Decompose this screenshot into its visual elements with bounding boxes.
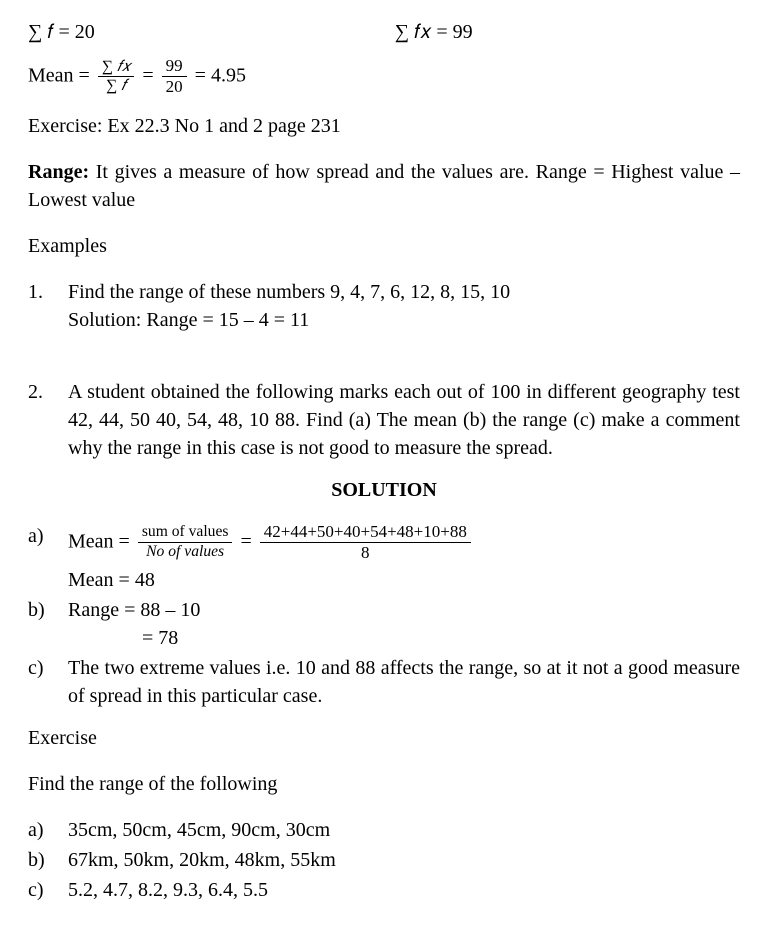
range-definition: Range: It gives a measure of how spread … [28,158,740,214]
solution: Solution: Range = 15 – 4 = 11 [68,306,740,334]
denominator: ∑ 𝑓 [98,77,135,96]
item-body: The two extreme values i.e. 10 and 88 af… [68,654,740,710]
item-body: A student obtained the following marks e… [68,378,740,462]
fraction-99-20: 99 20 [162,56,187,98]
item-number: c) [28,876,68,904]
solution-heading: SOLUTION [28,476,740,504]
item-body: 5.2, 4.7, 8.2, 9.3, 6.4, 5.5 [68,876,740,904]
mean-equation-a: Mean = sum of values No of values = 42+4… [68,522,740,564]
denominator: 20 [162,77,187,97]
range-line2: = 78 [68,624,740,652]
spacer [28,348,740,378]
example-1: 1. Find the range of these numbers 9, 4,… [28,278,740,334]
range-line1: Range = 88 – 10 [68,596,740,624]
numerator: 42+44+50+40+54+48+10+88 [260,522,471,543]
item-number: a) [28,816,68,844]
exercise-prompt: Find the range of the following [28,770,740,798]
exercise-item-c: c) 5.2, 4.7, 8.2, 9.3, 6.4, 5.5 [28,876,740,904]
exercise-item-b: b) 67km, 50km, 20km, 48km, 55km [28,846,740,874]
denominator: 8 [260,543,471,563]
question: Find the range of these numbers 9, 4, 7,… [68,278,740,306]
numerator: ∑ 𝑓𝑥 [98,58,135,78]
item-number: a) [28,522,68,594]
fraction-sum-8: 42+44+50+40+54+48+10+88 8 [260,522,471,564]
exercise-ref: Exercise: Ex 22.3 No 1 and 2 page 231 [28,112,740,140]
item-number: b) [28,846,68,874]
solution-a: a) Mean = sum of values No of values = 4… [28,522,740,594]
equals: = [240,530,251,552]
solution-b: b) Range = 88 – 10 = 78 [28,596,740,652]
fraction-words: sum of values No of values [138,523,233,561]
fraction-sumfx-sumf: ∑ 𝑓𝑥 ∑ 𝑓 [98,58,135,96]
mean-label: Mean = [28,64,90,86]
mean-label: Mean = [68,530,130,552]
item-body: Mean = sum of values No of values = 42+4… [68,522,740,594]
equals: = [142,64,153,86]
item-body: Range = 88 – 10 = 78 [68,596,740,652]
numerator: sum of values [138,523,233,543]
denominator: No of values [138,543,233,562]
mean-result: Mean = 48 [68,566,740,594]
solution-c: c) The two extreme values i.e. 10 and 88… [28,654,740,710]
item-number: b) [28,596,68,652]
item-number: 2. [28,378,68,462]
item-body: 67km, 50km, 20km, 48km, 55km [68,846,740,874]
numerator: 99 [162,56,187,77]
exercise-item-a: a) 35cm, 50cm, 45cm, 90cm, 30cm [28,816,740,844]
range-text: It gives a measure of how spread and the… [28,161,740,211]
item-body: 35cm, 50cm, 45cm, 90cm, 30cm [68,816,740,844]
mean-equation: Mean = ∑ 𝑓𝑥 ∑ 𝑓 = 99 20 = 4.95 [28,56,740,98]
spacer [95,18,395,46]
sum-row: ∑ 𝑓 = 20 ∑ 𝑓𝑥 = 99 [28,18,740,46]
range-label: Range: [28,161,89,183]
example-2: 2. A student obtained the following mark… [28,378,740,462]
exercise-heading: Exercise [28,724,740,752]
mean-result: = 4.95 [195,64,246,86]
sum-fx: ∑ 𝑓𝑥 = 99 [395,18,473,46]
item-number: c) [28,654,68,710]
sum-f: ∑ 𝑓 = 20 [28,18,95,46]
item-body: Find the range of these numbers 9, 4, 7,… [68,278,740,334]
examples-heading: Examples [28,232,740,260]
item-number: 1. [28,278,68,334]
